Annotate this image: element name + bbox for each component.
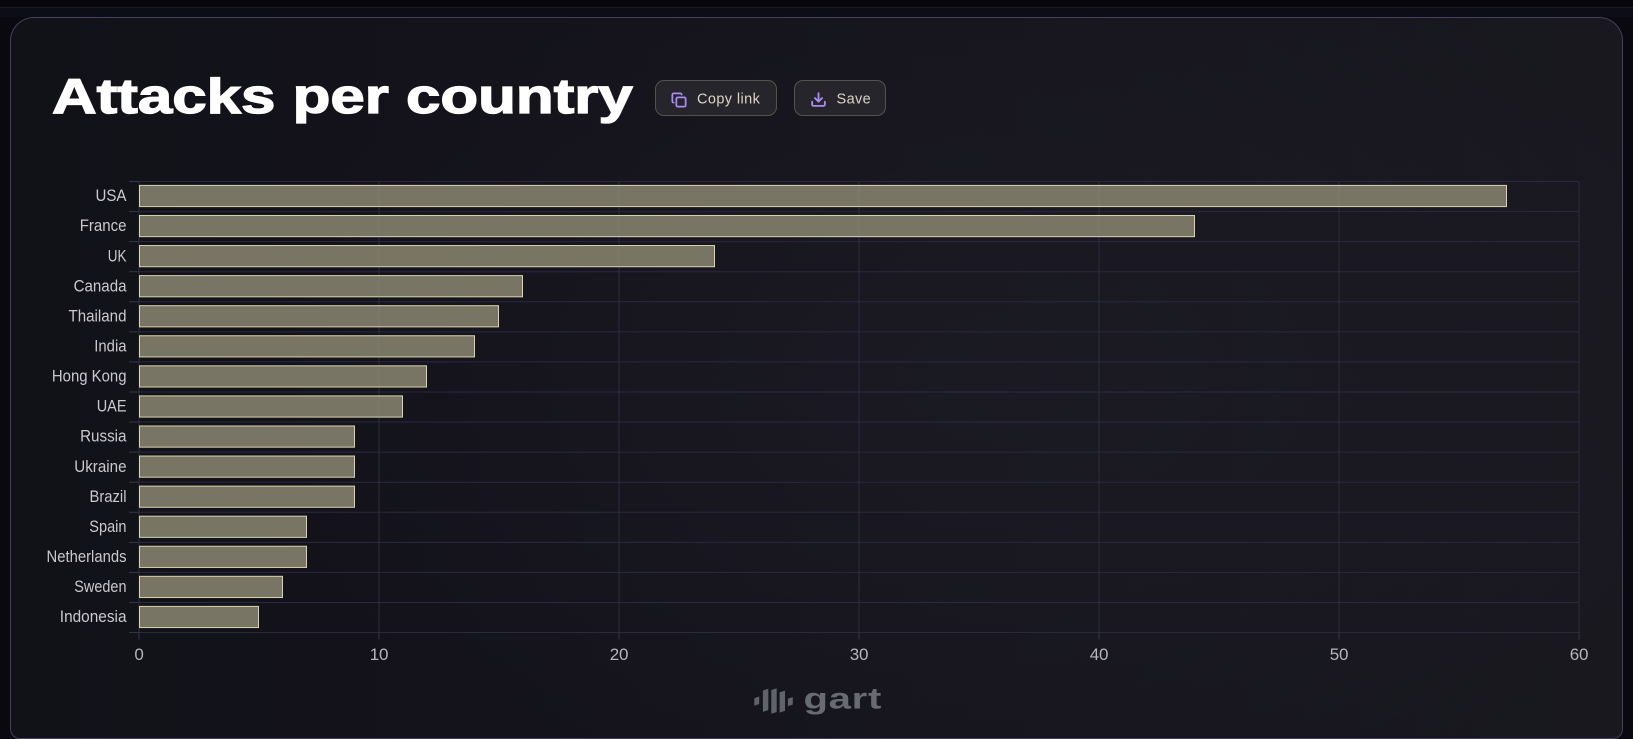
svg-text:UAE: UAE [97,398,127,416]
svg-text:40: 40 [1090,645,1109,664]
svg-text:Copy link: Copy link [697,91,761,107]
svg-text:Thailand: Thailand [69,307,127,325]
svg-text:60: 60 [1570,645,1589,664]
svg-text:UK: UK [108,247,127,265]
svg-text:0: 0 [134,645,143,664]
svg-text:10: 10 [370,645,389,664]
svg-text:Netherlands: Netherlands [47,548,127,566]
svg-text:Hong Kong: Hong Kong [52,368,127,386]
svg-text:gart: gart [804,683,883,716]
svg-text:Canada: Canada [74,277,128,295]
svg-text:30: 30 [850,645,869,664]
svg-text:Sweden: Sweden [74,578,126,596]
svg-text:Brazil: Brazil [90,488,127,506]
svg-text:Save: Save [837,91,872,107]
svg-text:50: 50 [1330,645,1349,664]
svg-text:Ukraine: Ukraine [74,458,126,476]
svg-text:Russia: Russia [80,428,127,446]
svg-text:20: 20 [610,645,629,664]
svg-text:Indonesia: Indonesia [60,608,127,626]
svg-text:USA: USA [96,187,127,205]
svg-text:India: India [94,337,127,355]
svg-text:France: France [80,217,127,235]
svg-text:Spain: Spain [89,518,126,536]
